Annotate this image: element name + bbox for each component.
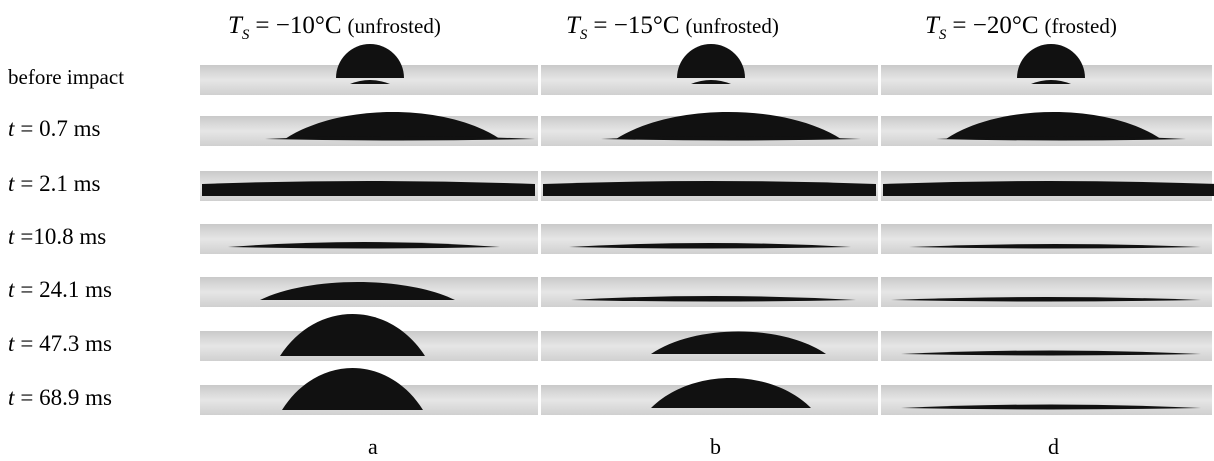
- droplet: [651, 331, 826, 354]
- row-label: t = 2.1 ms: [8, 171, 100, 197]
- photo-strip: [541, 224, 878, 254]
- droplet: [651, 378, 811, 408]
- droplet: [260, 282, 455, 300]
- droplet: [616, 112, 841, 139]
- row-label: t = 24.1 ms: [8, 277, 112, 303]
- droplet: [280, 314, 425, 356]
- droplet: [601, 136, 861, 141]
- row-label: t = 0.7 ms: [8, 116, 100, 142]
- column-letter: b: [710, 434, 721, 459]
- row-label: t = 68.9 ms: [8, 385, 112, 411]
- droplet: [677, 44, 745, 78]
- header-subscript: S: [241, 27, 250, 43]
- row-text: =10.8 ms: [20, 224, 107, 249]
- header-note: (unfrosted): [347, 14, 441, 38]
- droplet: [265, 136, 535, 141]
- droplet: [691, 80, 731, 84]
- header-note: (frosted): [1044, 14, 1117, 38]
- row-text: before impact: [8, 65, 125, 89]
- photo-strip: [541, 277, 878, 307]
- photo-strip: [881, 277, 1212, 307]
- row-label: t = 47.3 ms: [8, 331, 112, 357]
- droplet: [883, 181, 1214, 196]
- header-symbol: T: [566, 12, 580, 39]
- droplet: [569, 243, 851, 249]
- droplet: [282, 368, 423, 410]
- header-value: = −20°C: [952, 12, 1039, 39]
- row-text: = 2.1 ms: [20, 171, 101, 196]
- column-letter: d: [1048, 434, 1059, 459]
- row-variable: t: [8, 171, 15, 196]
- row-label: before impact: [8, 65, 124, 90]
- droplet: [901, 350, 1201, 356]
- column-letter: a: [368, 434, 378, 459]
- column-header: TS = −20°C (frosted): [925, 12, 1117, 44]
- header-symbol: T: [925, 12, 939, 39]
- row-label: t =10.8 ms: [8, 224, 106, 250]
- droplet: [1031, 80, 1071, 84]
- column-header: TS = −10°C (unfrosted): [228, 12, 441, 44]
- photo-strip: [881, 385, 1212, 415]
- row-variable: t: [8, 277, 15, 302]
- droplet: [891, 297, 1201, 302]
- droplet: [228, 242, 500, 249]
- header-value: = −15°C: [593, 12, 680, 39]
- row-text: = 68.9 ms: [20, 385, 112, 410]
- droplet: [901, 404, 1201, 410]
- droplet: [936, 136, 1186, 141]
- droplet: [946, 112, 1161, 139]
- row-text: = 0.7 ms: [20, 116, 101, 141]
- header-value: = −10°C: [255, 12, 342, 39]
- photo-strip: [881, 331, 1212, 361]
- photo-strip: [200, 224, 538, 254]
- droplet: [285, 112, 500, 139]
- row-text: = 47.3 ms: [20, 331, 112, 356]
- row-variable: t: [8, 224, 15, 249]
- header-note: (unfrosted): [685, 14, 779, 38]
- droplet: [350, 80, 390, 84]
- photo-strip: [881, 224, 1212, 254]
- header-subscript: S: [579, 27, 588, 43]
- droplet: [909, 244, 1201, 249]
- droplet: [336, 44, 404, 78]
- droplet: [543, 181, 876, 196]
- header-subscript: S: [938, 27, 947, 43]
- droplet: [202, 181, 535, 196]
- row-variable: t: [8, 331, 15, 356]
- droplet: [1017, 44, 1085, 78]
- droplet: [571, 296, 856, 302]
- column-header: TS = −15°C (unfrosted): [566, 12, 779, 44]
- row-variable: t: [8, 116, 15, 141]
- row-text: = 24.1 ms: [20, 277, 112, 302]
- row-variable: t: [8, 385, 15, 410]
- header-symbol: T: [228, 12, 242, 39]
